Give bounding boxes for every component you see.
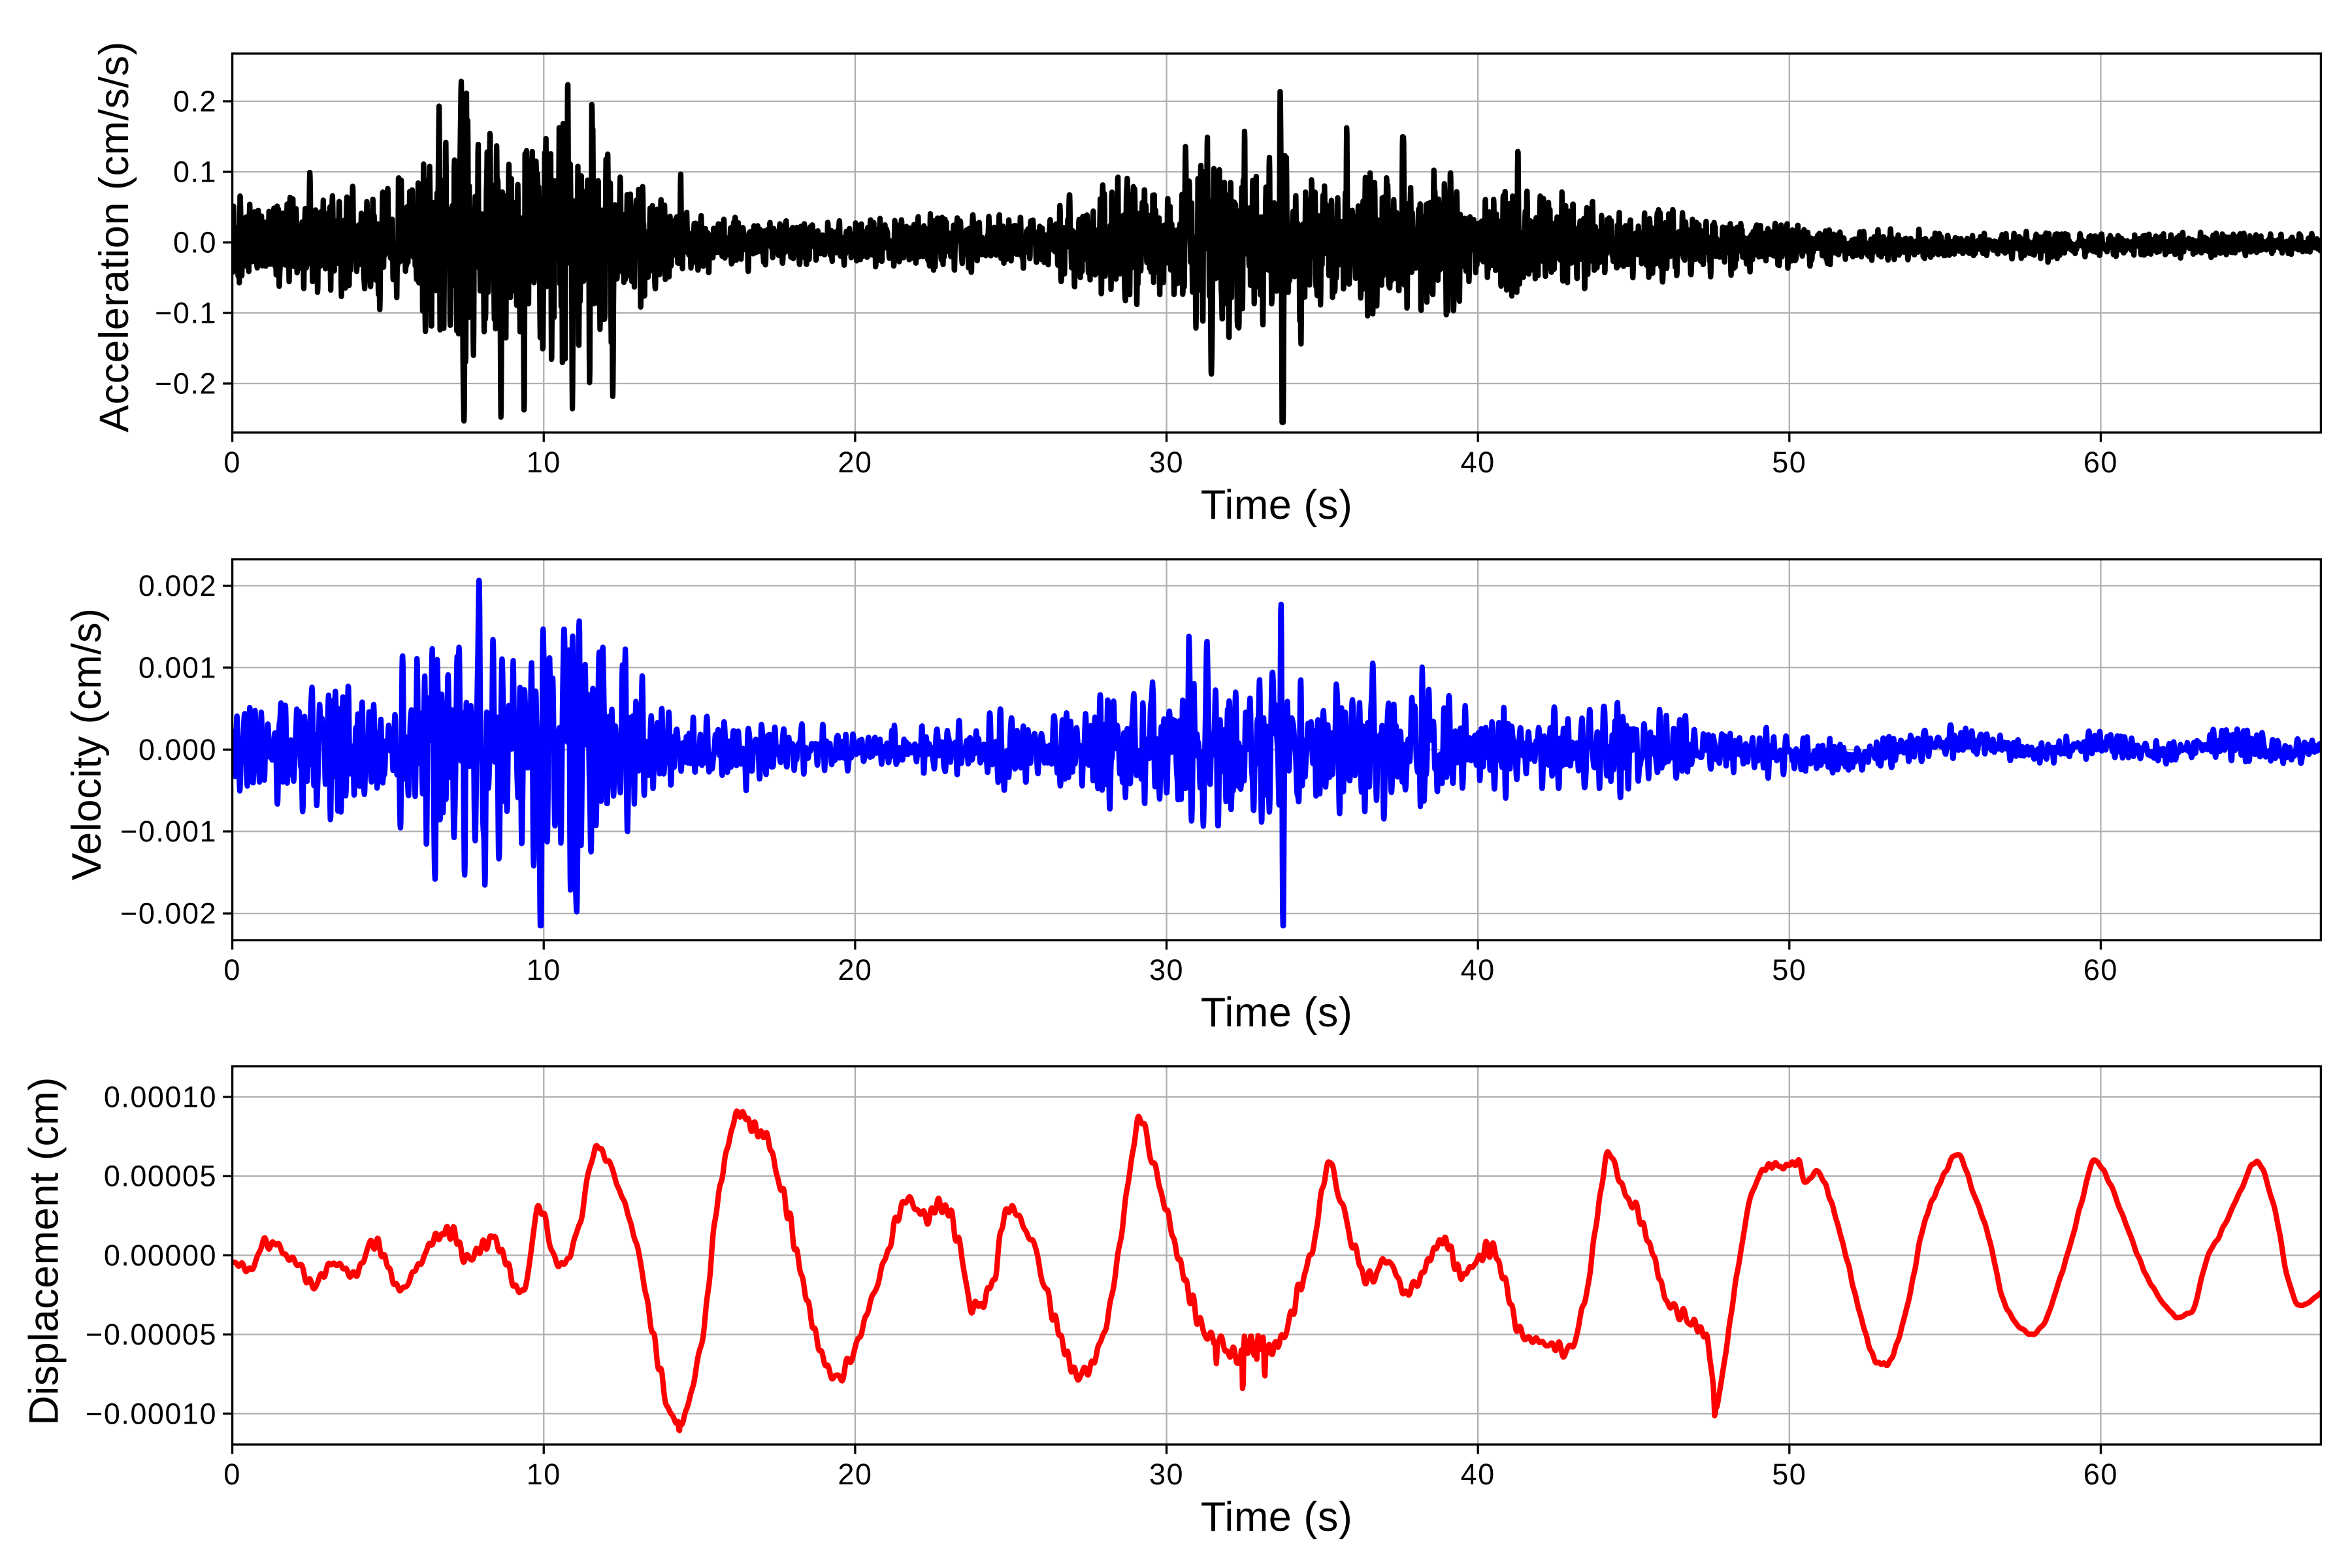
svg-text:20: 20 [838,446,872,479]
svg-text:0.001: 0.001 [139,651,217,684]
svg-text:Velocity (cm/s): Velocity (cm/s) [64,608,110,880]
svg-text:20: 20 [838,1458,872,1491]
svg-text:Time (s): Time (s) [1201,990,1353,1036]
svg-text:50: 50 [1772,446,1806,479]
svg-text:0: 0 [223,446,241,479]
svg-text:50: 50 [1772,953,1806,987]
svg-text:0.00005: 0.00005 [104,1160,217,1193]
svg-text:0.002: 0.002 [139,569,217,602]
svg-text:0.000: 0.000 [139,733,217,766]
svg-text:Time (s): Time (s) [1201,482,1353,528]
svg-text:40: 40 [1461,446,1495,479]
svg-text:0.00010: 0.00010 [104,1081,217,1114]
svg-text:Time (s): Time (s) [1201,1494,1353,1540]
svg-text:10: 10 [527,953,561,987]
svg-text:20: 20 [838,953,872,987]
svg-text:60: 60 [2083,446,2118,479]
svg-text:−0.2: −0.2 [155,367,217,400]
svg-text:60: 60 [2083,1458,2118,1491]
svg-text:30: 30 [1149,1458,1184,1491]
svg-text:−0.002: −0.002 [120,897,217,930]
svg-text:0.2: 0.2 [173,85,217,118]
svg-text:−0.001: −0.001 [120,815,217,848]
svg-text:0.0: 0.0 [173,226,217,259]
svg-text:0.1: 0.1 [173,155,217,189]
svg-text:50: 50 [1772,1458,1806,1491]
svg-text:10: 10 [527,446,561,479]
svg-text:Acceleration (cm/s/s): Acceleration (cm/s/s) [91,41,137,433]
svg-text:40: 40 [1461,953,1495,987]
svg-text:0.00000: 0.00000 [104,1239,217,1272]
svg-text:−0.00010: −0.00010 [86,1397,217,1430]
svg-text:−0.00005: −0.00005 [86,1318,217,1351]
svg-text:Displacement (cm): Displacement (cm) [22,1077,67,1426]
svg-text:0: 0 [223,953,241,987]
svg-text:10: 10 [527,1458,561,1491]
svg-text:−0.1: −0.1 [155,297,217,330]
svg-text:0: 0 [223,1458,241,1491]
svg-text:30: 30 [1149,446,1184,479]
svg-text:30: 30 [1149,953,1184,987]
svg-text:60: 60 [2083,953,2118,987]
svg-text:40: 40 [1461,1458,1495,1491]
